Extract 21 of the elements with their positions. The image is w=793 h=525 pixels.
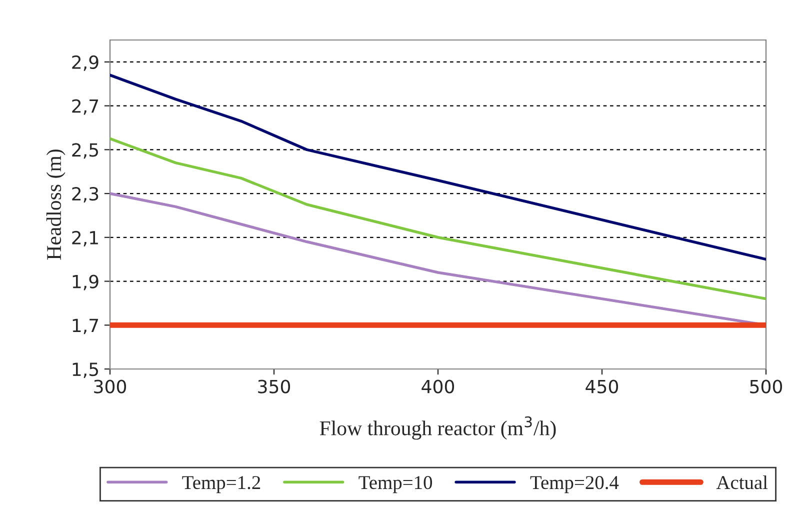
legend-label: Temp=1.2	[182, 476, 260, 494]
line-series	[110, 74, 766, 261]
y-axis-title: Headloss (m)	[46, 150, 66, 260]
x-tick-label: 450	[586, 380, 618, 394]
y-tick-label: 2,3	[72, 186, 98, 202]
y-tick-label: 2,9	[72, 55, 98, 71]
legend-label: Temp=20.4	[530, 476, 619, 494]
y-tick-label: 2,5	[72, 143, 98, 159]
x-tick-label: 400	[422, 380, 454, 394]
y-tick-label: 2,1	[72, 230, 98, 246]
legend-label: Actual	[716, 475, 768, 490]
y-tick-label: 1,9	[72, 274, 98, 290]
line-series	[110, 137, 766, 300]
x-tick-label: 350	[258, 380, 290, 394]
y-tick-label: 1,5	[72, 362, 98, 378]
y-tick-label: 2,7	[72, 99, 98, 115]
y-tick-label: 1,7	[72, 318, 98, 334]
x-tick-label: 300	[94, 380, 126, 394]
x-axis-title: Flow through reactor (m$^{3}$/h)	[320, 416, 556, 440]
x-tick-label: 500	[750, 380, 782, 394]
legend-label: Temp=10	[358, 476, 432, 494]
